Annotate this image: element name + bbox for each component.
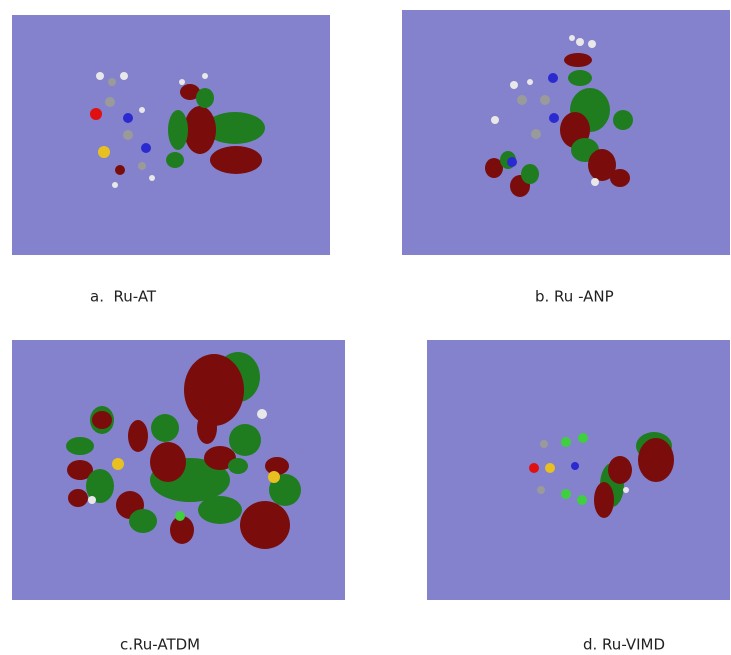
page: a. Ru-AT b. Ru -ANP c.Ru-ATDM d. Ru-VIMD… [0, 0, 731, 655]
panel-b [402, 10, 730, 255]
panel-d [427, 340, 730, 600]
panel-a [12, 15, 330, 255]
panel-c [12, 340, 345, 600]
caption: c.Ru-ATDM [120, 636, 200, 654]
caption: d. Ru-VIMD [583, 636, 665, 654]
caption: b. Ru -ANP [535, 288, 614, 306]
figure: a. Ru-AT b. Ru -ANP c.Ru-ATDM d. Ru-VIMD [0, 0, 731, 655]
caption: a. Ru-AT [90, 288, 157, 306]
